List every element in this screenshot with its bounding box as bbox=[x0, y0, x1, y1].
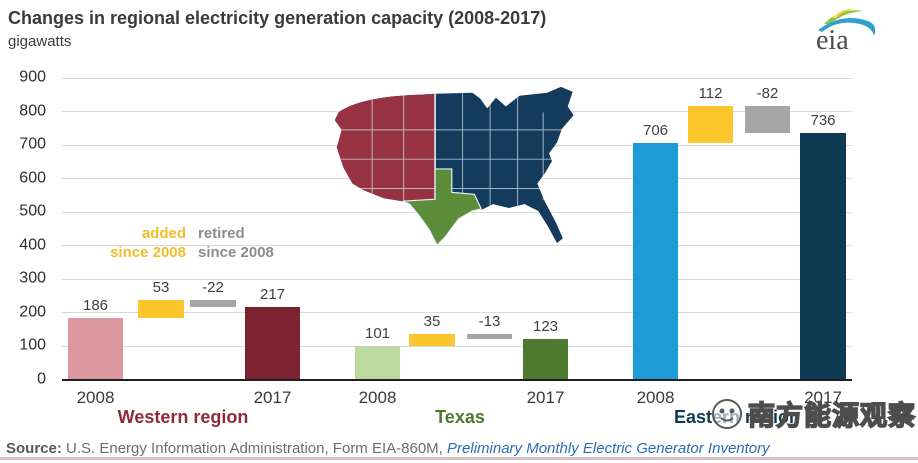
bar-western-region-retired bbox=[190, 299, 236, 308]
source-main: U.S. Energy Information Administration, … bbox=[61, 440, 448, 457]
bar-value-label-western-region-2017: 217 bbox=[259, 286, 286, 304]
x-axis-year-label-texas-2008: 2008 bbox=[358, 388, 397, 407]
bar-value-label-texas-2017: 123 bbox=[532, 317, 559, 335]
bar-value-label-texas-retired: -13 bbox=[478, 313, 501, 331]
chart-title: Changes in regional electricity generati… bbox=[8, 8, 547, 28]
map-texas-region bbox=[402, 168, 483, 247]
y-axis-tick-label: 400 bbox=[19, 236, 46, 254]
y-axis-tick-label: 800 bbox=[19, 102, 46, 120]
y-axis: 0 100 200 300 400 500 600 700 800 900 bbox=[0, 69, 54, 388]
legend-retired-line1: retired bbox=[198, 225, 245, 242]
bar-value-label-western-region-added: 53 bbox=[152, 278, 170, 296]
bar-value-label-texas-added: 35 bbox=[423, 313, 441, 331]
y-axis-tick-label: 100 bbox=[19, 337, 46, 355]
eia-logo: eia bbox=[816, 8, 876, 56]
source-prefix: Source: bbox=[6, 440, 62, 457]
y-axis-tick-label: 600 bbox=[19, 169, 46, 187]
y-axis-tick-label: 900 bbox=[19, 68, 46, 86]
x-axis-line bbox=[62, 379, 852, 381]
bar-value-label-western-region-retired: -22 bbox=[202, 278, 224, 296]
bar-value-label-texas-2008: 101 bbox=[364, 325, 391, 343]
gridline bbox=[62, 245, 852, 247]
eia-logo-text: eia bbox=[816, 25, 849, 56]
legend-added-line1: added bbox=[141, 225, 186, 242]
gridline bbox=[62, 278, 852, 280]
legend-added-line2: since 2008 bbox=[110, 244, 186, 261]
legend-added: added since 2008 bbox=[96, 224, 186, 262]
bar-value-label-eastern-region-retired: -82 bbox=[756, 84, 779, 102]
bar-value-label-eastern-region-2008: 706 bbox=[642, 122, 669, 140]
gridline bbox=[62, 345, 852, 347]
bar-western-region-2008 bbox=[68, 317, 123, 380]
bar-eastern-region-retired bbox=[745, 105, 790, 134]
gridline bbox=[62, 312, 852, 314]
y-axis-tick-label: 0 bbox=[37, 370, 46, 388]
bar-eastern-region-2008 bbox=[633, 143, 678, 380]
y-axis-tick-label: 500 bbox=[19, 202, 46, 220]
gridline bbox=[62, 77, 852, 79]
bar-value-label-eastern-region-added: 112 bbox=[698, 84, 723, 102]
bottom-divider bbox=[0, 457, 918, 460]
bar-texas-2008 bbox=[355, 346, 400, 380]
eia-logo-blue-swoosh bbox=[818, 18, 876, 36]
eia-logo-yellow-swoosh bbox=[832, 8, 854, 18]
legend-retired: retired since 2008 bbox=[198, 224, 274, 262]
bar-texas-2017 bbox=[523, 338, 568, 380]
watermark-logo-icon bbox=[712, 398, 742, 429]
y-axis-tick-label: 200 bbox=[19, 303, 46, 321]
bar-western-region-added bbox=[138, 299, 184, 318]
bar-value-label-eastern-region-2017: 736 bbox=[810, 112, 836, 130]
legend-retired-line2: since 2008 bbox=[198, 244, 274, 261]
bar-eastern-region-2017 bbox=[800, 133, 846, 380]
y-axis-tick-label: 700 bbox=[19, 135, 46, 153]
x-axis-year-label-western-region-2008: 2008 bbox=[76, 388, 115, 407]
x-axis-year-label-eastern-region-2017: 2017 bbox=[804, 388, 842, 407]
map-west-region bbox=[334, 86, 436, 246]
source-line: Source: U.S. Energy Information Administ… bbox=[6, 440, 770, 457]
x-axis-year-label-western-region-2017: 2017 bbox=[253, 388, 292, 407]
x-axis-year-label-eastern-region-2008: 2008 bbox=[636, 388, 675, 407]
region-label-texas: Texas bbox=[435, 407, 485, 427]
watermark-text: 南方能源观察 bbox=[747, 400, 916, 433]
us-regions-map bbox=[334, 86, 574, 247]
y-axis-tick-label: 300 bbox=[19, 269, 46, 287]
eia-logo-green-swoosh bbox=[824, 10, 864, 24]
bar-value-label-western-region-2008: 186 bbox=[82, 296, 109, 314]
source-publication-link[interactable]: Preliminary Monthly Electric Generator I… bbox=[447, 440, 770, 457]
x-axis-year-label-texas-2017: 2017 bbox=[526, 388, 565, 407]
chart-unit-label: gigawatts bbox=[8, 33, 72, 50]
bar-texas-retired bbox=[467, 334, 512, 339]
region-label-western-region: Western region bbox=[117, 407, 249, 427]
bar-eastern-region-added bbox=[688, 105, 733, 144]
bar-texas-added bbox=[409, 334, 455, 347]
watermark: 南方能源观察 bbox=[710, 394, 916, 433]
bar-western-region-2017 bbox=[245, 307, 300, 380]
